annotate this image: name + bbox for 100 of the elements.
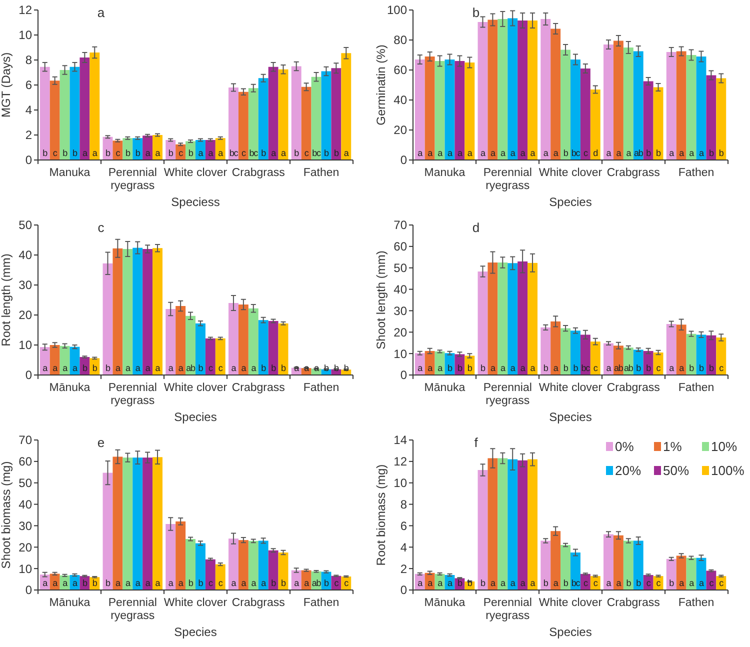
bar	[518, 261, 528, 375]
bar	[142, 458, 153, 590]
bar	[215, 564, 226, 590]
bar	[258, 78, 268, 160]
data-label: c	[656, 363, 662, 373]
y-tick-label: 4	[25, 103, 32, 118]
data-label: a	[689, 578, 694, 588]
data-label: b	[543, 578, 548, 588]
x-axis-title: Species	[549, 625, 592, 639]
bar	[122, 458, 133, 590]
bar	[508, 263, 518, 375]
data-label: b	[324, 578, 330, 588]
x-tick-label: White clover	[164, 167, 228, 179]
data-label: a	[679, 148, 684, 158]
bar	[478, 22, 488, 160]
legend-label: 0%	[615, 439, 634, 454]
bar	[258, 320, 268, 375]
data-label: a	[145, 363, 150, 373]
data-label: c	[719, 578, 724, 588]
y-tick-label: 40	[18, 497, 32, 512]
data-label: b	[135, 148, 140, 158]
data-label: a	[42, 578, 48, 588]
data-label: a	[669, 363, 674, 373]
bar	[643, 81, 654, 160]
y-tick-label: 80	[394, 33, 408, 48]
data-label: b	[198, 578, 204, 588]
bar	[196, 323, 206, 375]
data-label: a	[72, 363, 78, 373]
y-tick-label: 12	[18, 3, 32, 18]
data-label: a	[699, 148, 704, 158]
data-label: bc	[581, 363, 591, 373]
bar	[228, 538, 238, 590]
bar	[102, 263, 113, 375]
data-label: a	[155, 363, 160, 373]
bar	[112, 456, 123, 590]
data-label: a	[467, 148, 472, 158]
x-tick-label: Fathen	[303, 597, 340, 609]
data-label: a	[231, 578, 236, 588]
bar	[166, 524, 176, 590]
data-label: a	[304, 578, 310, 588]
y-axis-title: MGT (Days)	[0, 52, 13, 118]
data-label: c	[719, 363, 724, 373]
bar	[590, 90, 600, 160]
data-label: a	[418, 578, 423, 588]
data-label: a	[125, 363, 130, 373]
bar	[570, 60, 580, 160]
data-label: b	[271, 363, 276, 373]
data-label: a	[530, 148, 536, 158]
x-tick-label: Manuka	[49, 167, 91, 179]
bar	[301, 86, 312, 160]
data-label: a	[457, 148, 462, 158]
data-label: a	[490, 363, 496, 373]
bar	[291, 66, 302, 160]
bar	[676, 324, 686, 375]
data-label: c	[218, 578, 224, 588]
bar	[196, 543, 206, 590]
data-label: b	[188, 578, 194, 588]
bar	[676, 51, 686, 160]
chart-title: e	[97, 435, 105, 450]
bar	[623, 48, 634, 160]
bar	[706, 335, 716, 375]
data-label: a	[500, 363, 506, 373]
data-label: a	[669, 148, 674, 158]
y-tick-label: 20	[394, 123, 408, 138]
data-label: a	[679, 363, 684, 373]
data-label: c	[583, 578, 588, 588]
y-tick-label: 4	[400, 540, 408, 554]
data-label: a	[510, 578, 516, 588]
data-label: a	[438, 148, 443, 158]
bar	[478, 470, 488, 590]
x-tick-label: Fathen	[303, 167, 340, 179]
chart-title: c	[98, 220, 105, 235]
data-label: b	[281, 363, 286, 373]
data-label: c	[593, 578, 598, 588]
data-label: b	[699, 363, 704, 373]
data-label: bc	[571, 148, 581, 158]
bar	[228, 88, 238, 160]
bar	[696, 56, 706, 160]
data-label: c	[218, 363, 224, 373]
legend-label: 10%	[711, 439, 738, 454]
data-label: a	[428, 363, 433, 373]
data-label: b	[563, 578, 568, 588]
data-label: a	[155, 578, 160, 588]
bar	[50, 345, 60, 375]
data-label: a	[553, 578, 558, 588]
data-label: a	[168, 363, 174, 373]
data-label: a	[616, 578, 622, 588]
data-label: a	[606, 363, 612, 373]
data-label: b	[324, 363, 330, 373]
bar	[102, 472, 113, 590]
y-tick-label: 60	[18, 454, 32, 469]
data-label: a	[168, 578, 174, 588]
bar	[590, 342, 600, 375]
bar	[518, 460, 528, 590]
chart-title: b	[472, 5, 480, 20]
data-label: a	[115, 578, 120, 588]
y-axis-title: Root biomass (mg)	[374, 464, 388, 566]
bar	[560, 545, 570, 590]
data-label: a	[428, 148, 433, 158]
bar	[152, 248, 162, 375]
